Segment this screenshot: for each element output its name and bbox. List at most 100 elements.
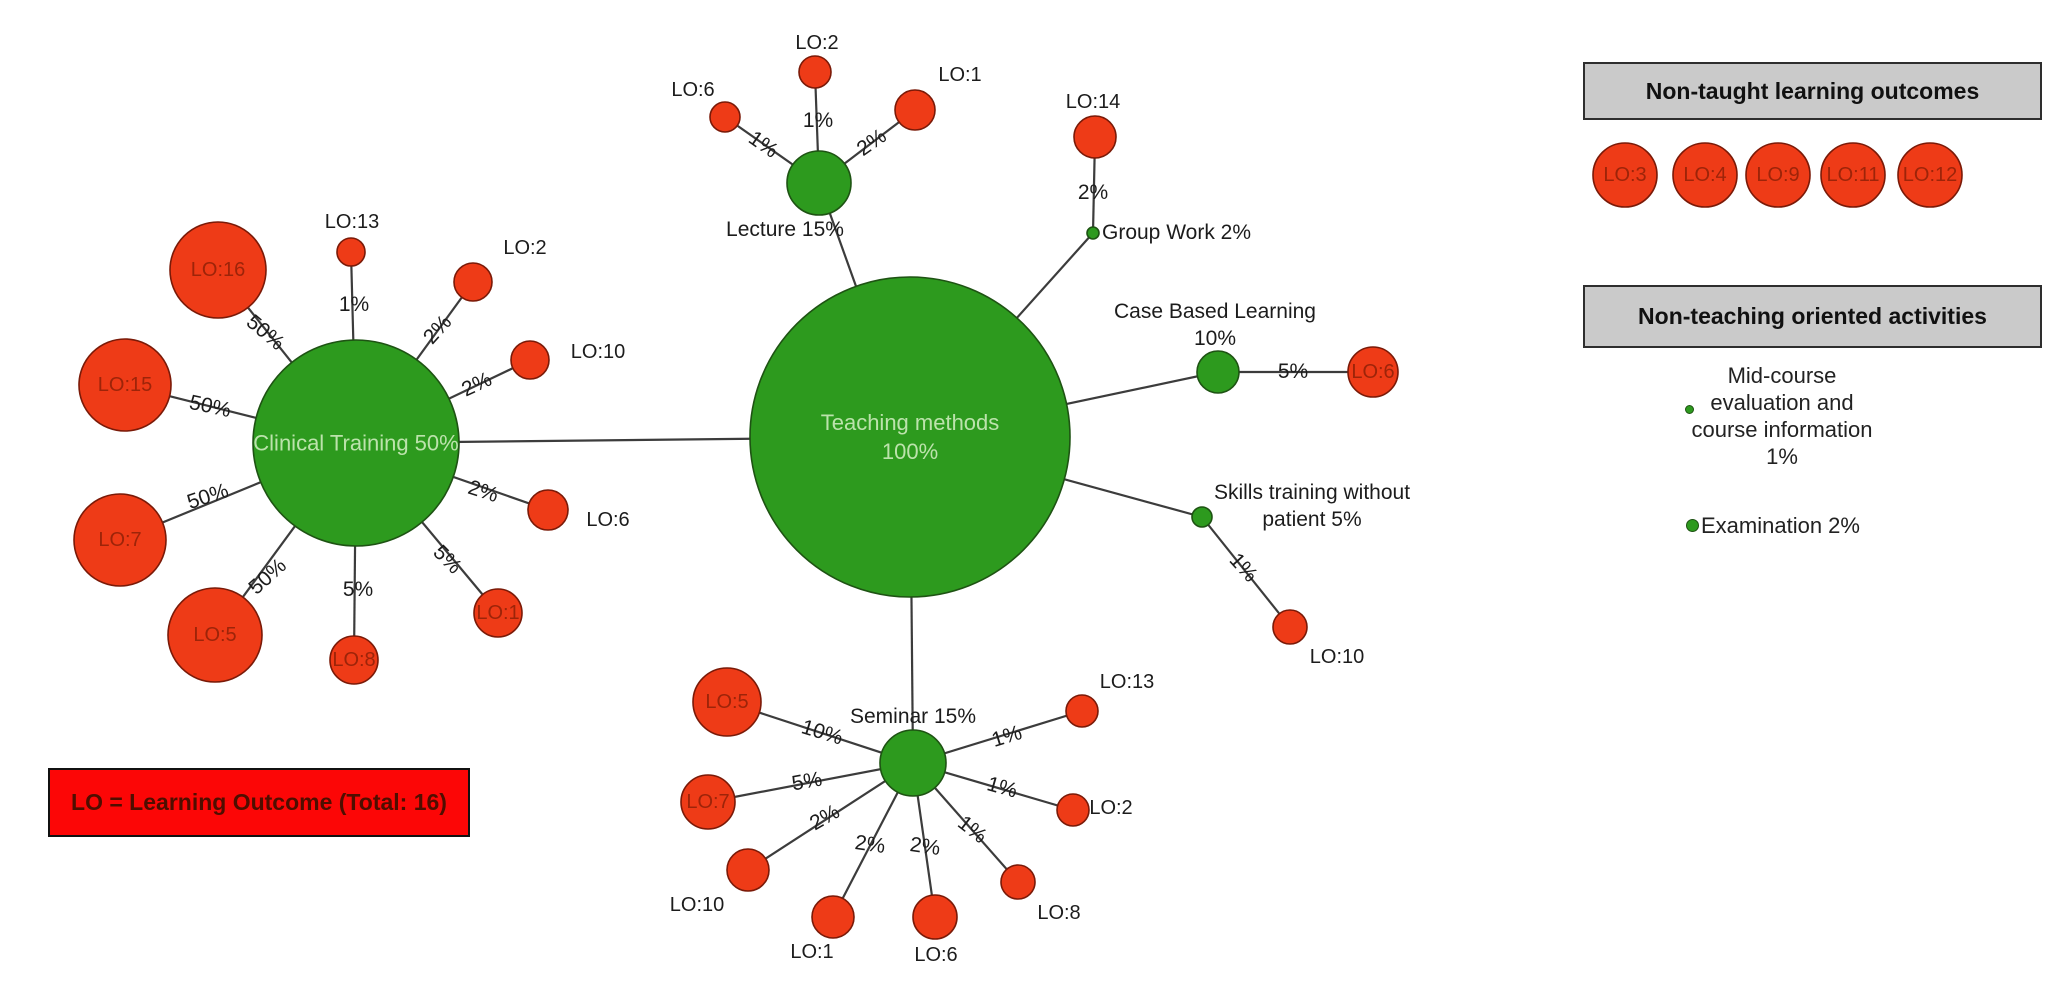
mid-course-text-line: course information bbox=[1691, 417, 1873, 442]
non-taught-outcome-4-label: LO:11 bbox=[1827, 162, 1880, 188]
outcome-node-c-lo5 bbox=[167, 587, 263, 683]
method-node-case bbox=[1196, 350, 1240, 394]
non-taught-outcome-2-label: LO:4 bbox=[1683, 162, 1726, 188]
edge-l-lo2-percent-label: 1% bbox=[803, 109, 833, 133]
node-se-lo5-label-line: LO:5 bbox=[705, 691, 749, 713]
node-c-lo16-label-line: LO:16 bbox=[190, 259, 246, 281]
node-c-lo1-label: LO:1 bbox=[476, 600, 519, 626]
node-teaching-label: Teaching methods 100% bbox=[821, 408, 1000, 466]
node-c-lo10-label-line: LO:10 bbox=[570, 341, 626, 363]
mid-course-text-line: 1% bbox=[1766, 444, 1798, 469]
node-c-lo8-label-line: LO:8 bbox=[332, 649, 376, 671]
method-node-clinical bbox=[252, 339, 460, 547]
node-cb-lo6-label: LO:6 bbox=[1351, 359, 1394, 385]
node-se-lo13-label-line: LO:13 bbox=[1099, 671, 1155, 693]
outcome-node-g-lo14 bbox=[1073, 115, 1117, 159]
node-clinical-label-line: Clinical Training 50% bbox=[253, 430, 459, 456]
outcome-node-c-lo15 bbox=[78, 338, 172, 432]
outcome-node-l-lo6 bbox=[709, 101, 741, 133]
node-se-lo10-label: LO:10 bbox=[670, 892, 724, 918]
node-c-lo15-label-line: LO:15 bbox=[97, 374, 153, 396]
outcome-node-s-lo10 bbox=[1272, 609, 1308, 645]
mid-course-text-line: Mid-course bbox=[1727, 363, 1837, 388]
outcome-node-c-lo2 bbox=[453, 262, 493, 302]
node-s-lo10-label-line: LO:10 bbox=[1309, 646, 1365, 668]
examination-label: Examination 2% bbox=[1701, 513, 1860, 538]
node-l-lo2-label-line: LO:2 bbox=[795, 32, 839, 54]
outcome-node-l-lo1 bbox=[894, 89, 936, 131]
non-taught-outcome-4-label-line: LO:11 bbox=[1826, 164, 1880, 186]
node-teaching-label-line: 100% bbox=[881, 439, 939, 464]
node-c-lo2-label: LO:2 bbox=[503, 235, 546, 261]
edge-se-lo6-percent-label-line: 2% bbox=[908, 833, 942, 861]
node-l-lo2-label: LO:2 bbox=[795, 30, 838, 56]
edge-c-lo8-percent-label-line: 5% bbox=[342, 578, 374, 601]
edge-c-lo8-percent-label: 5% bbox=[343, 578, 373, 602]
node-case-label: Case Based Learning 10% bbox=[1114, 298, 1316, 352]
mid-course-text-line: evaluation and bbox=[1710, 390, 1854, 415]
node-lecture-label: Lecture 15% bbox=[726, 217, 844, 243]
node-se-lo7-label-line: LO:7 bbox=[686, 791, 730, 813]
node-skills-label-line: patient 5% bbox=[1262, 508, 1362, 531]
node-c-lo13-label: LO:13 bbox=[325, 209, 379, 235]
node-g-lo14-label-line: LO:14 bbox=[1065, 91, 1121, 113]
edge-se-lo6-percent-label: 2% bbox=[908, 833, 941, 861]
node-c-lo5-label-line: LO:5 bbox=[193, 624, 237, 646]
outcome-node-se-lo8 bbox=[1000, 864, 1036, 900]
node-c-lo8-label: LO:8 bbox=[332, 647, 375, 673]
edge-g-lo14-percent-label: 2% bbox=[1078, 181, 1108, 205]
edge-cb-lo6-percent-label: 5% bbox=[1278, 360, 1308, 384]
edge-seminar-se-lo7 bbox=[707, 761, 914, 804]
node-s-lo10-label: LO:10 bbox=[1310, 644, 1364, 670]
outcome-node-c-lo1 bbox=[473, 588, 523, 638]
node-c-lo15-label: LO:15 bbox=[98, 372, 152, 398]
node-skills-label: Skills training without patient 5% bbox=[1214, 479, 1410, 533]
outcome-node-se-lo2 bbox=[1056, 793, 1090, 827]
node-c-lo13-label-line: LO:13 bbox=[324, 211, 380, 233]
edge-c-lo13-percent-label: 1% bbox=[339, 293, 369, 317]
non-taught-outcomes-header: Non-taught learning outcomes bbox=[1583, 62, 2042, 120]
node-g-lo14-label: LO:14 bbox=[1066, 89, 1120, 115]
edge-c-lo13-percent-label-line: 1% bbox=[338, 293, 370, 316]
method-node-group bbox=[1086, 226, 1100, 240]
edge-cb-lo6-percent-label-line: 5% bbox=[1277, 360, 1309, 383]
node-l-lo6-label-line: LO:6 bbox=[671, 79, 715, 101]
node-l-lo1-label-line: LO:1 bbox=[938, 64, 982, 86]
node-se-lo8-label: LO:8 bbox=[1037, 900, 1080, 926]
node-c-lo5-label: LO:5 bbox=[193, 622, 236, 648]
non-taught-outcome-2 bbox=[1672, 142, 1738, 208]
node-cb-lo6-label-line: LO:6 bbox=[1351, 361, 1395, 383]
node-seminar-label-line: Seminar 15% bbox=[849, 705, 977, 728]
node-group-label-line: Group Work 2% bbox=[1102, 221, 1251, 244]
outcome-node-c-lo10 bbox=[510, 340, 550, 380]
edge-g-lo14-percent-label-line: 2% bbox=[1077, 181, 1109, 204]
edge-se-lo1-percent-label: 2% bbox=[853, 831, 886, 859]
node-se-lo1-label-line: LO:1 bbox=[790, 941, 834, 963]
node-se-lo5-label: LO:5 bbox=[705, 689, 748, 715]
outcome-node-c-lo7 bbox=[73, 493, 167, 587]
outcome-node-se-lo6 bbox=[912, 894, 958, 940]
method-node-seminar bbox=[879, 729, 947, 797]
outcome-node-se-lo1 bbox=[811, 895, 855, 939]
node-l-lo1-label: LO:1 bbox=[938, 62, 981, 88]
node-c-lo6-label-line: LO:6 bbox=[586, 509, 630, 531]
non-taught-outcome-5-label: LO:12 bbox=[1903, 162, 1957, 188]
node-se-lo6-label: LO:6 bbox=[914, 942, 957, 968]
legend-text: LO = Learning Outcome (Total: 16) bbox=[71, 789, 447, 815]
non-teaching-header-text: Non-teaching oriented activities bbox=[1638, 303, 1987, 329]
node-lecture-label-line: Lecture 15% bbox=[726, 218, 844, 241]
legend-box: LO = Learning Outcome (Total: 16) bbox=[48, 768, 470, 837]
node-case-label-line: 10% bbox=[1193, 327, 1237, 350]
node-se-lo2-label-line: LO:2 bbox=[1089, 797, 1133, 819]
node-c-lo7-label-line: LO:7 bbox=[98, 529, 142, 551]
non-taught-outcome-5-label-line: LO:12 bbox=[1902, 164, 1958, 186]
node-c-lo10-label: LO:10 bbox=[571, 339, 625, 365]
node-se-lo2-label: LO:2 bbox=[1089, 795, 1132, 821]
outcome-node-c-lo8 bbox=[329, 635, 379, 685]
outcome-node-se-lo5 bbox=[692, 667, 762, 737]
node-se-lo1-label: LO:1 bbox=[790, 939, 833, 965]
non-taught-outcome-3-label-line: LO:9 bbox=[1756, 164, 1800, 186]
outcome-node-l-lo2 bbox=[798, 55, 832, 89]
